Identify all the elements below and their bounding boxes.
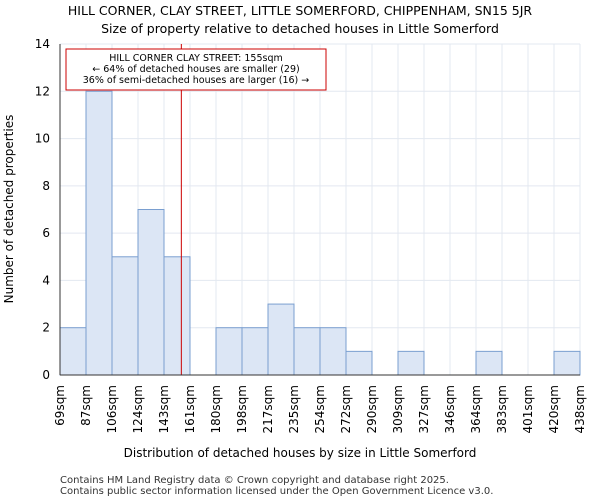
y-tick-8: 8 [42,179,50,193]
bar-420sqm [553,350,581,376]
chart-title: HILL CORNER, CLAY STREET, LITTLE SOMERFO… [68,3,533,18]
x-tick-327sqm: 327sqm [417,385,431,433]
bar-87sqm [85,90,113,376]
y-tick-0: 0 [42,368,50,382]
footer-line-1: Contains HM Land Registry data © Crown c… [60,475,449,486]
x-tick-420sqm: 420sqm [547,385,561,433]
annotation-line-2: ← 64% of detached houses are smaller (29… [92,64,299,75]
x-tick-383sqm: 383sqm [495,385,509,433]
x-tick-254sqm: 254sqm [313,385,327,433]
x-tick-198sqm: 198sqm [235,385,249,433]
y-tick-12: 12 [35,84,50,98]
bar-254sqm [319,327,347,376]
bar-364sqm [475,350,503,376]
y-axis-label: Number of detached properties [2,115,16,304]
bars [59,90,581,376]
bar-309sqm [397,350,425,376]
annotation-box: HILL CORNER CLAY STREET: 155sqm ← 64% of… [65,48,327,91]
x-tick-labels: 69sqm 87sqm 106sqm 124sqm 143sqm 161sqm 180sqm… [53,385,587,433]
y-tick-labels: 0 2 4 6 8 10 12 14 [35,37,50,382]
bar-143sqm [163,256,191,376]
x-tick-438sqm: 438sqm [573,385,587,433]
footer-line-2: Contains public sector information licen… [60,486,493,497]
x-tick-290sqm: 290sqm [365,385,379,433]
bar-217sqm [267,303,295,376]
axes [59,44,580,376]
x-tick-346sqm: 346sqm [443,385,457,433]
y-tick-2: 2 [42,321,50,335]
x-tick-180sqm: 180sqm [209,385,223,433]
x-tick-235sqm: 235sqm [287,385,301,433]
x-axis-label: Distribution of detached houses by size … [124,446,477,460]
x-tick-272sqm: 272sqm [339,385,353,433]
x-tick-87sqm: 87sqm [79,385,93,426]
bar-180sqm [215,327,243,376]
bar-69sqm [59,327,87,376]
x-tick-143sqm: 143sqm [157,385,171,433]
y-tick-4: 4 [42,273,50,287]
bar-124sqm [137,209,165,376]
annotation-border [65,48,327,91]
y-tick-10: 10 [35,132,50,146]
x-tick-401sqm: 401sqm [521,385,535,433]
y-tick-6: 6 [42,226,50,240]
x-tick-309sqm: 309sqm [391,385,405,433]
x-tick-106sqm: 106sqm [105,385,119,433]
bar-106sqm [111,256,139,376]
x-tick-69sqm: 69sqm [53,385,67,426]
x-tick-124sqm: 124sqm [131,385,145,433]
chart-subtitle: Size of property relative to detached ho… [101,21,499,36]
annotation-line-1: HILL CORNER CLAY STREET: 155sqm [109,53,283,64]
bar-272sqm [345,350,373,376]
annotation-line-3: 36% of semi-detached houses are larger (… [83,75,310,86]
x-tick-364sqm: 364sqm [469,385,483,433]
bar-198sqm [241,327,269,376]
y-tick-14: 14 [35,37,50,51]
bar-235sqm [293,327,321,376]
x-tick-161sqm: 161sqm [183,385,197,433]
x-tick-217sqm: 217sqm [261,385,275,433]
